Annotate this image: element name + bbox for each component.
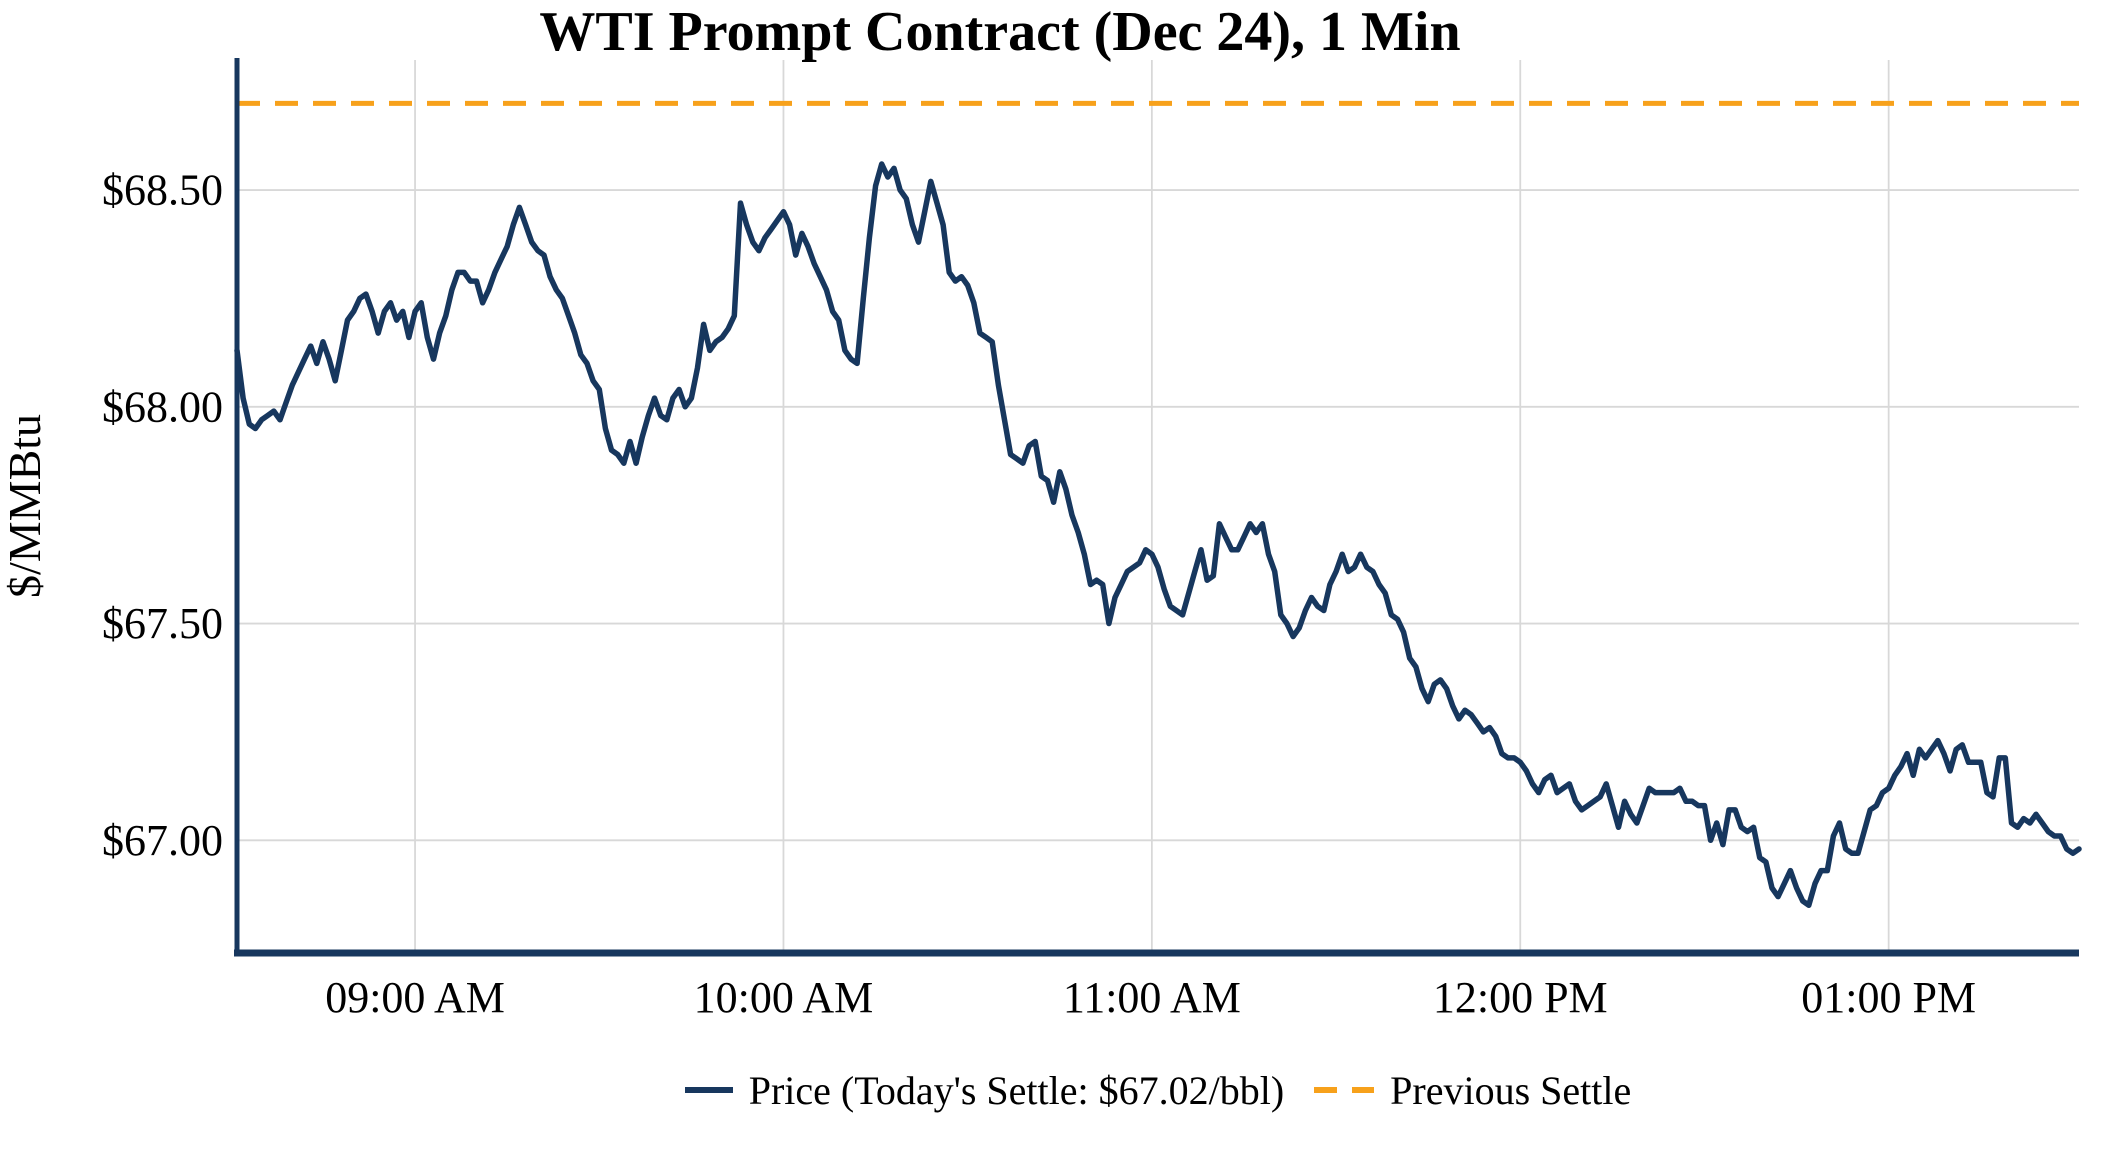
x-tick-label: 09:00 AM bbox=[325, 973, 505, 1022]
y-tick-label: $68.00 bbox=[102, 382, 223, 431]
x-tick-label: 01:00 PM bbox=[1801, 973, 1976, 1022]
y-axis-title: $/MMBtu bbox=[0, 414, 50, 598]
previous-settle-dash-swatch-icon bbox=[1314, 1087, 1375, 1093]
legend-item-previous-settle: Previous Settle bbox=[1314, 1067, 1631, 1114]
x-tick-label: 10:00 AM bbox=[694, 973, 874, 1022]
gridlines bbox=[237, 60, 2079, 953]
chart-series bbox=[234, 100, 2082, 909]
x-tick-label: 11:00 AM bbox=[1063, 973, 1241, 1022]
y-tick-label: $67.00 bbox=[102, 816, 223, 865]
tick-labels: $67.00 $67.50 $68.00 $68.50 09:00 AM 10:00 AM… bbox=[102, 166, 1976, 1022]
y-tick-label: $67.50 bbox=[102, 599, 223, 648]
legend-item-price: Price (Today's Settle: $67.02/bbl) bbox=[684, 1067, 1285, 1114]
y-tick-label: $68.50 bbox=[102, 166, 223, 215]
chart-title: WTI Prompt Contract (Dec 24), 1 Min bbox=[539, 1, 1460, 63]
legend-price-label: Price (Today's Settle: $67.02/bbl) bbox=[748, 1067, 1285, 1113]
axes bbox=[234, 58, 2079, 957]
price-series-line bbox=[234, 161, 2082, 909]
legend-previous-settle-label: Previous Settle bbox=[1390, 1067, 1632, 1113]
legend: Price (Today's Settle: $67.02/bbl) Previ… bbox=[237, 1060, 2079, 1120]
price-line-swatch-icon bbox=[684, 1087, 733, 1093]
x-tick-label: 12:00 PM bbox=[1433, 973, 1608, 1022]
